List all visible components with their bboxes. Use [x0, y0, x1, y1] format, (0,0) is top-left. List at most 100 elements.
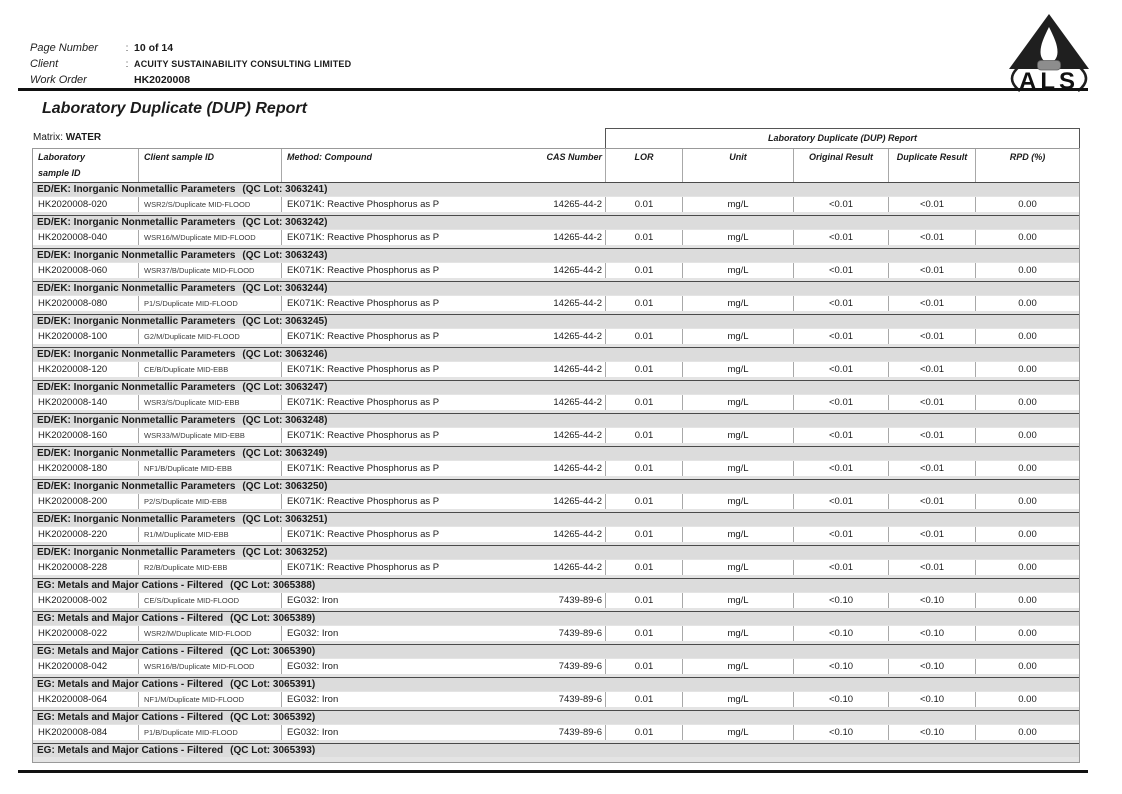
section-name: ED/EK: Inorganic Nonmetallic Parameters [37, 184, 236, 195]
section-name: ED/EK: Inorganic Nonmetallic Parameters [37, 382, 236, 393]
lor-cell: 0.01 [606, 593, 683, 608]
lab-sample-id-cell: HK2020008-080 [33, 296, 139, 311]
client-sample-id-cell: G2/M/Duplicate MID-FLOOD [139, 329, 282, 344]
duplicate-result-cell: <0.01 [889, 560, 976, 575]
client-sample-id-cell: NF1/M/Duplicate MID-FLOOD [139, 692, 282, 707]
original-result-cell: <0.01 [794, 296, 889, 311]
section-header-row: ED/EK: Inorganic Nonmetallic Parameters (… [33, 314, 1079, 328]
client-sample-id-cell: CE/B/Duplicate MID-EBB [139, 362, 282, 377]
rpd-cell: 0.00 [1018, 694, 1037, 705]
page-header-fields: Page Number : 10 of 14 Client : ACUITY S… [30, 40, 351, 88]
cas-number-cell: 14265-44-2 [539, 560, 606, 575]
lor-cell: 0.01 [606, 263, 683, 278]
section-qc-lot: (QC Lot: 3063252) [242, 547, 328, 558]
duplicate-result-cell: <0.01 [889, 329, 976, 344]
section-qc-lot: (QC Lot: 3063251) [242, 514, 328, 525]
lab-sample-id-cell: HK2020008-022 [33, 626, 139, 641]
client-value: ACUITY SUSTAINABILITY CONSULTING LIMITED [134, 59, 352, 69]
duplicate-result-cell: <0.01 [889, 362, 976, 377]
section-header-row: ED/EK: Inorganic Nonmetallic Parameters (… [33, 413, 1079, 427]
unit-cell: mg/L [683, 593, 794, 608]
table-row: HK2020008-140 WSR3/S/Duplicate MID-EBB EK0… [33, 395, 1079, 410]
duplicate-result-cell: <0.01 [889, 461, 976, 476]
unit-cell: mg/L [683, 659, 794, 674]
section-header-row: EG: Metals and Major Cations - Filtered (… [33, 644, 1079, 658]
duplicate-result-cell: <0.01 [889, 230, 976, 245]
method-compound-cell: EK071K: Reactive Phosphorus as P [287, 232, 440, 243]
section-header-row: EG: Metals and Major Cations - Filtered (… [33, 710, 1079, 724]
method-compound-cell: EK071K: Reactive Phosphorus as P [287, 430, 440, 441]
lab-sample-id-cell: HK2020008-040 [33, 230, 139, 245]
section-qc-lot: (QC Lot: 3063248) [242, 415, 328, 426]
unit-cell: mg/L [683, 428, 794, 443]
section-header-row: ED/EK: Inorganic Nonmetallic Parameters (… [33, 281, 1079, 295]
page-number-label: Page Number [30, 42, 98, 54]
client-sample-id-cell: WSR16/B/Duplicate MID-FLOOD [139, 659, 282, 674]
original-result-cell: <0.01 [794, 428, 889, 443]
lor-cell: 0.01 [606, 362, 683, 377]
rpd-cell: 0.00 [1018, 463, 1037, 474]
table-body: ED/EK: Inorganic Nonmetallic Parameters (… [33, 182, 1079, 757]
lab-sample-id-cell: HK2020008-020 [33, 197, 139, 212]
col-header-unit: Unit [683, 149, 794, 182]
method-compound-cell: EK071K: Reactive Phosphorus as P [287, 529, 440, 540]
header-divider-rule [18, 88, 1088, 91]
method-compound-cell: EG032: Iron [287, 628, 339, 639]
original-result-cell: <0.10 [794, 725, 889, 740]
section-name: ED/EK: Inorganic Nonmetallic Parameters [37, 283, 236, 294]
lor-cell: 0.01 [606, 494, 683, 509]
client-sample-id-cell: WSR3/S/Duplicate MID-EBB [139, 395, 282, 410]
section-name: ED/EK: Inorganic Nonmetallic Parameters [37, 514, 236, 525]
rpd-cell: 0.00 [1018, 430, 1037, 441]
original-result-cell: <0.01 [794, 395, 889, 410]
matrix-label: Matrix: [33, 132, 63, 143]
work-order-label: Work Order [30, 74, 87, 86]
original-result-cell: <0.01 [794, 560, 889, 575]
rpd-cell: 0.00 [1018, 595, 1037, 606]
client-sample-id-cell: P1/S/Duplicate MID-FLOOD [139, 296, 282, 311]
table-row: HK2020008-040 WSR16/M/Duplicate MID-FLOOD… [33, 230, 1079, 245]
table-row: HK2020008-064 NF1/M/Duplicate MID-FLOOD EG… [33, 692, 1079, 707]
rpd-cell: 0.00 [1018, 331, 1037, 342]
duplicate-result-cell: <0.01 [889, 395, 976, 410]
rpd-cell: 0.00 [1018, 232, 1037, 243]
original-result-cell: <0.10 [794, 626, 889, 641]
lor-cell: 0.01 [606, 461, 683, 476]
section-qc-lot: (QC Lot: 3063242) [242, 217, 328, 228]
section-header-row: ED/EK: Inorganic Nonmetallic Parameters (… [33, 248, 1079, 262]
client-sample-id-cell: R2/B/Duplicate MID-EBB [139, 560, 282, 575]
client-sample-id-cell: WSR16/M/Duplicate MID-FLOOD [139, 230, 282, 245]
work-order-row: Work Order HK2020008 [30, 72, 351, 88]
original-result-cell: <0.01 [794, 263, 889, 278]
method-compound-cell: EK071K: Reactive Phosphorus as P [287, 364, 440, 375]
method-compound-cell: EK071K: Reactive Phosphorus as P [287, 463, 440, 474]
unit-cell: mg/L [683, 626, 794, 641]
section-header-row: ED/EK: Inorganic Nonmetallic Parameters (… [33, 347, 1079, 361]
client-sample-id-cell: P2/S/Duplicate MID-EBB [139, 494, 282, 509]
unit-cell: mg/L [683, 461, 794, 476]
section-qc-lot: (QC Lot: 3065390) [230, 646, 316, 657]
section-qc-lot: (QC Lot: 3063250) [242, 481, 328, 492]
original-result-cell: <0.01 [794, 494, 889, 509]
lor-cell: 0.01 [606, 428, 683, 443]
lor-cell: 0.01 [606, 197, 683, 212]
matrix-line: Matrix: WATER [33, 132, 101, 143]
original-result-cell: <0.01 [794, 362, 889, 377]
original-result-cell: <0.01 [794, 230, 889, 245]
original-result-cell: <0.10 [794, 593, 889, 608]
unit-cell: mg/L [683, 197, 794, 212]
table-row: HK2020008-042 WSR16/B/Duplicate MID-FLOOD… [33, 659, 1079, 674]
cas-number-cell: 14265-44-2 [539, 329, 606, 344]
unit-cell: mg/L [683, 527, 794, 542]
matrix-value: WATER [65, 132, 102, 143]
client-row: Client : ACUITY SUSTAINABILITY CONSULTIN… [30, 56, 351, 72]
section-qc-lot: (QC Lot: 3065391) [230, 679, 316, 690]
original-result-cell: <0.01 [794, 329, 889, 344]
section-name: ED/EK: Inorganic Nonmetallic Parameters [37, 250, 236, 261]
lab-sample-id-cell: HK2020008-220 [33, 527, 139, 542]
section-name: EG: Metals and Major Cations - Filtered [37, 712, 224, 723]
section-qc-lot: (QC Lot: 3063245) [242, 316, 328, 327]
section-header-row: EG: Metals and Major Cations - Filtered (… [33, 611, 1079, 625]
section-name: EG: Metals and Major Cations - Filtered [37, 745, 224, 756]
rpd-cell: 0.00 [1018, 661, 1037, 672]
